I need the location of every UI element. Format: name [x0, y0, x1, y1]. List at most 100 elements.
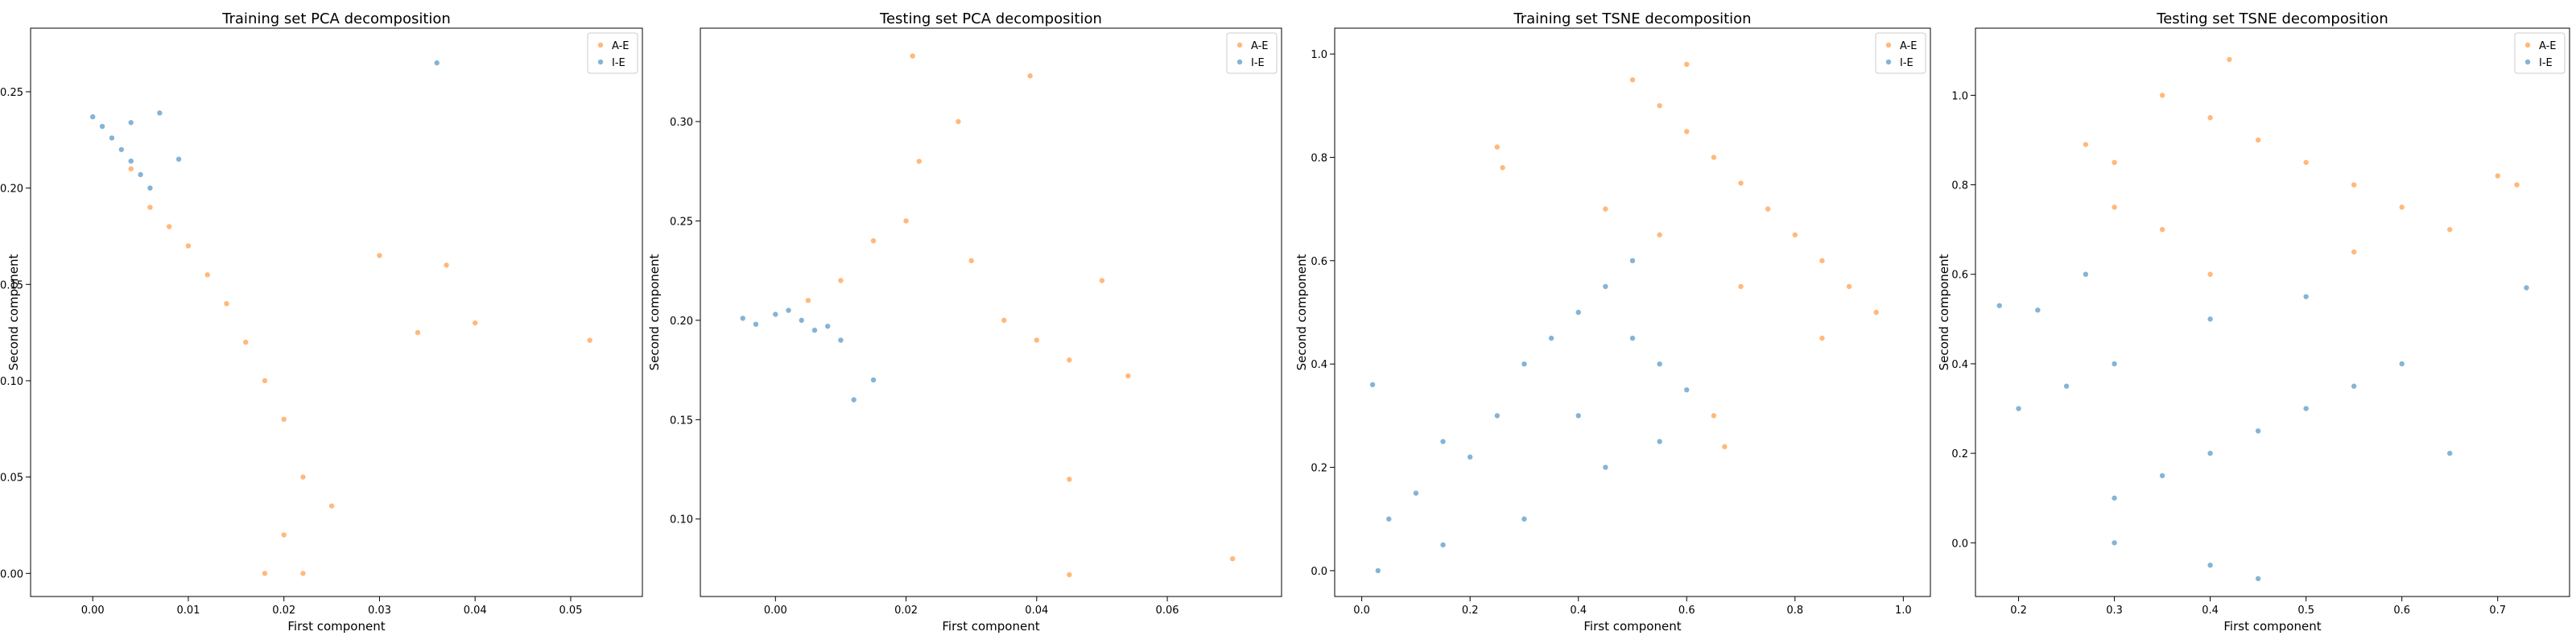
- y-axis-label: Second component: [1294, 254, 1309, 370]
- series-i-e: [89, 60, 440, 191]
- x-tick-label: 0.6: [1678, 605, 1695, 617]
- data-point: [1494, 144, 1501, 150]
- x-tick-label: 0.00: [764, 605, 787, 617]
- data-point: [2351, 249, 2357, 255]
- series-a-e: [2083, 56, 2520, 277]
- data-point: [811, 328, 818, 333]
- x-tick-label: 0.3: [2106, 605, 2123, 617]
- data-point: [2207, 316, 2213, 322]
- subplot-training-pca: Training set PCA decomposition First com…: [0, 10, 643, 634]
- data-point: [1711, 413, 1717, 419]
- data-point: [2207, 562, 2213, 568]
- y-tick-label: 0.2: [1311, 463, 1327, 475]
- data-point: [2303, 159, 2309, 165]
- data-point: [1629, 258, 1636, 264]
- data-point: [1738, 283, 1744, 290]
- data-point: [1603, 206, 1608, 212]
- data-point: [2083, 271, 2089, 277]
- data-point: [1001, 317, 1007, 324]
- x-tick-label: 0.03: [368, 605, 391, 617]
- series-i-e: [740, 308, 877, 402]
- x-axis-label: First component: [942, 619, 1039, 634]
- data-point: [2159, 473, 2165, 479]
- data-point: [2016, 406, 2021, 411]
- x-tick-label: 1.0: [1895, 605, 1912, 617]
- data-point: [1494, 413, 1501, 419]
- subplot-title: Testing set PCA decomposition: [879, 10, 1102, 27]
- data-point: [1375, 568, 1381, 574]
- x-axis-label: First component: [2223, 619, 2321, 634]
- y-tick-label: 0.25: [0, 87, 23, 99]
- data-point: [2207, 271, 2213, 277]
- legend: A-E I-E: [1226, 32, 1278, 74]
- legend: A-E I-E: [587, 32, 638, 74]
- legend-entry-label: A-E: [2539, 40, 2557, 52]
- series-a-e: [128, 166, 592, 576]
- legend-entry-label: I-E: [612, 57, 625, 69]
- data-point: [2112, 361, 2117, 367]
- y-tick-label: 0.25: [670, 216, 693, 228]
- data-point: [805, 297, 811, 303]
- y-tick-label: 0.20: [670, 316, 693, 328]
- legend-entry-label: I-E: [2539, 57, 2553, 69]
- data-point: [870, 237, 877, 244]
- legend-marker: [1885, 59, 1892, 65]
- data-point: [434, 60, 440, 66]
- subplot-testing-tsne: Testing set TSNE decomposition First com…: [1937, 10, 2570, 634]
- data-point: [2083, 142, 2089, 147]
- legend-marker: [1236, 42, 1243, 48]
- data-point: [1629, 335, 1636, 341]
- x-tick-label: 0.5: [2297, 605, 2314, 617]
- plot-area: [1996, 56, 2529, 581]
- x-tick-label: 0.2: [2010, 605, 2027, 617]
- y-tick-label: 0.8: [1951, 180, 1968, 192]
- data-point: [2303, 294, 2309, 299]
- y-tick-label: 0.2: [1951, 448, 1968, 460]
- legend-entry-label: A-E: [1251, 40, 1269, 52]
- x-tick-label: 0.04: [464, 605, 487, 617]
- data-point: [2303, 406, 2309, 411]
- data-point: [2159, 226, 2165, 233]
- data-point: [1722, 444, 1728, 450]
- data-point: [1792, 232, 1798, 237]
- data-point: [1467, 454, 1473, 460]
- data-point: [824, 324, 831, 329]
- x-tick-label: 0.0: [1353, 605, 1370, 617]
- y-tick-label: 0.00: [0, 568, 23, 580]
- data-point: [118, 147, 125, 152]
- data-point: [1603, 464, 1608, 470]
- subplot-title: Training set TSNE decomposition: [1513, 10, 1751, 27]
- data-point: [1067, 477, 1072, 482]
- x-tick-label: 0.02: [272, 605, 295, 617]
- y-tick-label: 0.0: [1311, 566, 1327, 578]
- data-point: [166, 224, 172, 229]
- y-tick-label: 0.0: [1951, 538, 1968, 550]
- data-point: [956, 118, 961, 125]
- legend-marker: [1236, 59, 1243, 65]
- data-point: [262, 571, 268, 576]
- data-point: [2351, 383, 2357, 389]
- data-point: [1657, 361, 1662, 367]
- legend-marker: [2524, 42, 2531, 48]
- data-point: [224, 301, 229, 307]
- data-point: [2227, 56, 2232, 63]
- y-tick-label: 0.20: [0, 184, 23, 196]
- y-tick-label: 0.15: [0, 279, 23, 291]
- data-point: [786, 308, 791, 313]
- data-point: [1067, 572, 1072, 578]
- series-a-e: [805, 53, 1236, 578]
- y-tick-label: 1.0: [1951, 90, 1968, 102]
- plot-area: [1369, 61, 1879, 574]
- x-tick-label: 0.2: [1462, 605, 1479, 617]
- data-point: [377, 253, 382, 258]
- data-point: [175, 156, 182, 162]
- legend-entry-label: I-E: [1251, 57, 1265, 69]
- data-point: [1765, 206, 1771, 212]
- x-tick-label: 0.04: [1025, 605, 1048, 617]
- data-point: [2159, 93, 2165, 98]
- data-point: [300, 571, 306, 576]
- data-point: [157, 110, 163, 116]
- data-point: [1521, 516, 1527, 522]
- series-i-e: [1996, 271, 2529, 581]
- x-axis-label: First component: [1583, 619, 1681, 634]
